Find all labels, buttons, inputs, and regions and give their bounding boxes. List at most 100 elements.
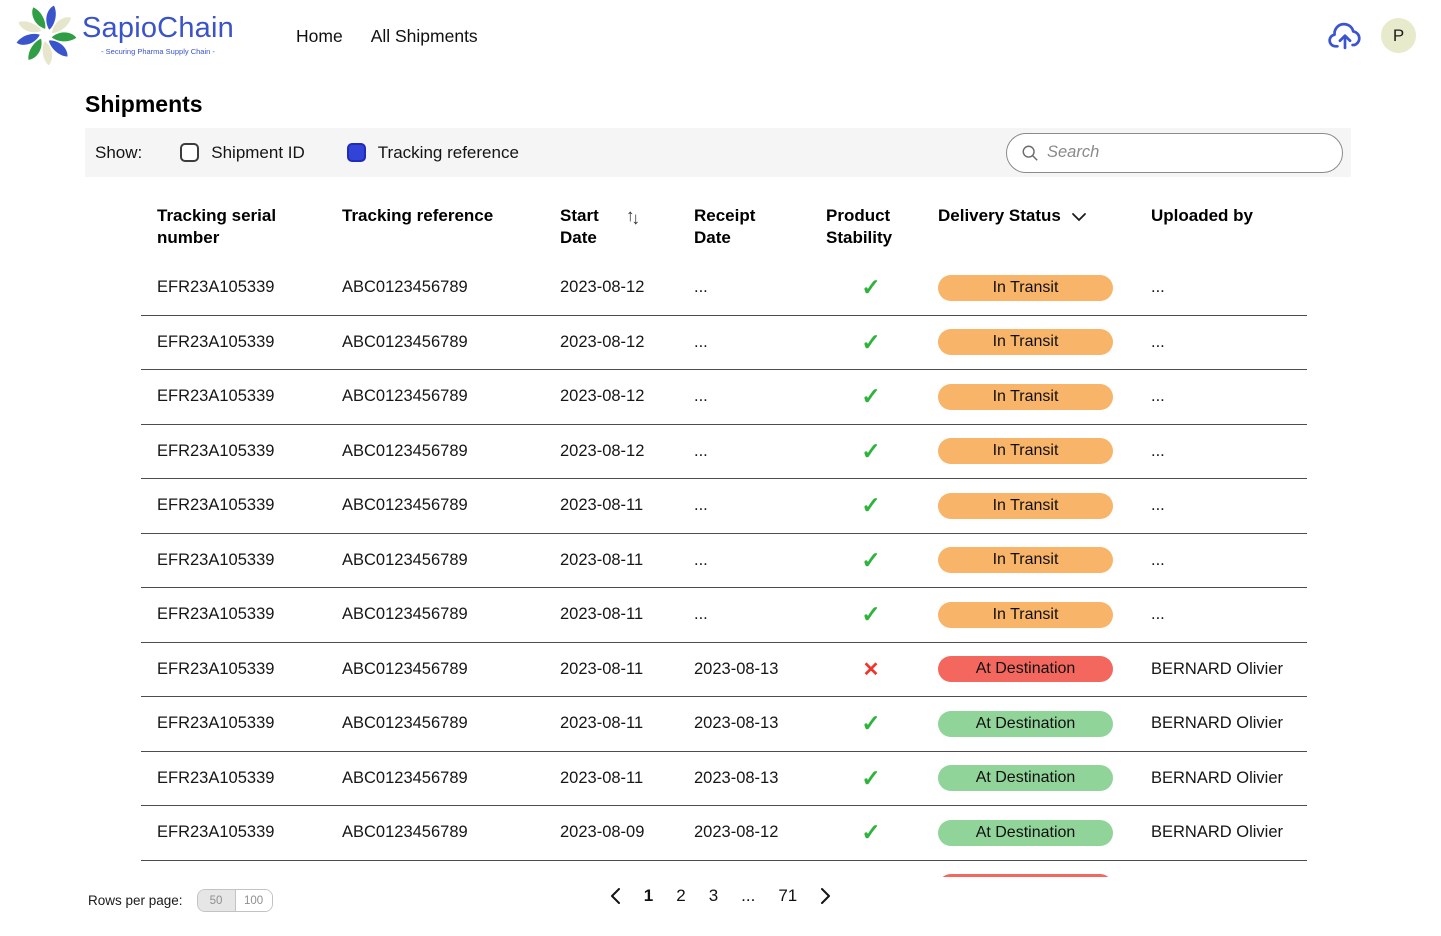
delivery-status-badge: In Transit: [938, 601, 1113, 628]
cell-uploaded-by: ...: [1151, 278, 1165, 297]
cell-tracking-serial-number: EFR23A105339: [157, 659, 275, 678]
search-input[interactable]: [1047, 143, 1328, 162]
cell-receipt-date: 2023-08-12: [694, 823, 779, 842]
rows-per-page: Rows per page: 50 100: [88, 889, 273, 912]
cell-tracking-reference: ABC0123456789: [342, 496, 468, 515]
rows-per-page-label: Rows per page:: [88, 893, 183, 908]
cell-receipt-date: ...: [694, 332, 708, 351]
rows-per-page-option-100[interactable]: 100: [234, 890, 272, 911]
table-row[interactable]: EFR23A105339 ABC0123456789 2023-08-12 ..…: [141, 370, 1307, 425]
page-number-3[interactable]: 3: [708, 886, 719, 905]
page-title: Shipments: [85, 91, 203, 117]
cell-uploaded-by: ...: [1151, 496, 1165, 515]
cell-tracking-reference: ABC0123456789: [342, 550, 468, 569]
table-footer: Rows per page: 50 100 1 2 3 ... 71: [0, 878, 1441, 936]
product-stability-icon: ✓: [861, 328, 881, 355]
page-ellipsis: ...: [741, 886, 756, 905]
page-number-71[interactable]: 71: [778, 886, 798, 905]
column-header-uploaded-by: Uploaded by: [1151, 206, 1254, 225]
cell-start-date: 2023-08-12: [560, 387, 645, 406]
column-header-delivery-status[interactable]: Delivery Status: [938, 205, 1151, 227]
tracking-reference-checkbox-box[interactable]: [346, 143, 366, 162]
cell-start-date: 2023-08-11: [560, 714, 644, 733]
delivery-status-badge: At Destination: [938, 819, 1113, 846]
cell-receipt-date: 2023-08-13: [694, 768, 779, 787]
table-row[interactable]: EFR23A105339 ABC0123456789 2023-08-11 20…: [141, 642, 1307, 698]
product-stability-icon: ✓: [861, 546, 881, 573]
table-row[interactable]: EFR23A105339 ABC0123456789 2023-08-12 ..…: [141, 315, 1307, 371]
product-stability-icon: ✓: [861, 383, 881, 410]
cell-uploaded-by: ...: [1151, 550, 1165, 569]
cell-tracking-serial-number: EFR23A105339: [157, 278, 275, 297]
page-number-2[interactable]: 2: [676, 886, 686, 905]
cell-receipt-date: ...: [694, 387, 708, 406]
nav-item-home[interactable]: Home: [296, 25, 343, 46]
product-stability-icon: ✓: [861, 274, 881, 301]
delivery-status-badge: In Transit: [938, 274, 1113, 301]
table-row[interactable]: EFR23A105339 ABC0123456789 2023-08-11 20…: [141, 751, 1307, 807]
cell-start-date: 2023-08-09: [560, 823, 645, 842]
table-row[interactable]: EFR23A105339 ABC0123456789 2023-08-11 ..…: [141, 533, 1307, 589]
search-box[interactable]: [1006, 132, 1343, 173]
checkbox-shipment-id[interactable]: Shipment ID: [180, 143, 305, 163]
sort-icon[interactable]: ↑↓: [626, 206, 640, 228]
cell-uploaded-by: BERNARD Olivier: [1151, 768, 1284, 787]
page-number-1[interactable]: 1: [643, 886, 654, 905]
cell-tracking-serial-number: EFR23A105339: [157, 387, 275, 406]
table-row[interactable]: EFR23A105339 ABC0123456789 2023-08-12 ..…: [141, 261, 1307, 316]
product-stability-icon: ✓: [861, 819, 881, 846]
table-row[interactable]: EFR23A105339 ABC0123456789 2023-08-09 20…: [141, 806, 1307, 861]
column-header-tracking-reference: Tracking reference: [342, 206, 494, 225]
tracking-reference-checkbox-label: Tracking reference: [377, 142, 519, 162]
delivery-status-badge: In Transit: [938, 329, 1113, 356]
cell-start-date: 2023-08-11: [560, 605, 644, 624]
cloud-upload-icon[interactable]: [1326, 17, 1364, 55]
cell-uploaded-by: BERNARD Olivier: [1151, 823, 1284, 842]
rows-per-page-option-50[interactable]: 50: [197, 890, 235, 911]
show-label: Show:: [95, 142, 143, 162]
avatar-initial: P: [1392, 25, 1405, 45]
chevron-down-icon[interactable]: [1071, 212, 1087, 222]
logo[interactable]: SapioChain - Securing Pharma Supply Chai…: [14, 3, 234, 67]
rows-per-page-segmented-control: 50 100: [196, 889, 273, 912]
cell-uploaded-by: ...: [1151, 387, 1165, 406]
cell-tracking-serial-number: EFR23A105339: [157, 332, 275, 351]
cell-tracking-serial-number: EFR23A105339: [157, 823, 275, 842]
delivery-status-badge: In Transit: [938, 492, 1113, 519]
main-nav: Home All Shipments: [296, 0, 478, 72]
sapiochain-pinwheel-icon: [16, 5, 77, 66]
table-row[interactable]: EFR23A105339 ABC0123456789 2023-08-12 ..…: [141, 424, 1307, 480]
cell-receipt-date: ...: [694, 278, 708, 297]
table-row[interactable]: EFR23A105339 ABC0123456789 2023-08-11 20…: [141, 697, 1307, 752]
shipment-id-checkbox-box[interactable]: [180, 143, 200, 162]
product-stability-icon: ✕: [862, 658, 880, 681]
cell-tracking-reference: ABC0123456789: [342, 823, 468, 842]
cell-tracking-serial-number: EFR23A105339: [157, 714, 275, 733]
cell-tracking-reference: ABC0123456789: [342, 387, 468, 406]
delivery-status-badge: At Destination: [938, 656, 1113, 683]
cell-receipt-date: ...: [694, 550, 708, 569]
table-row[interactable]: EFR23A105339 ABC0123456789 2023-08-09 20…: [141, 860, 1307, 878]
cell-start-date: 2023-08-12: [560, 332, 645, 351]
delivery-status-badge: At Destination: [938, 874, 1113, 878]
cell-tracking-serial-number: EFR23A105339: [157, 768, 275, 787]
cell-receipt-date: ...: [694, 605, 708, 624]
checkbox-tracking-reference[interactable]: Tracking reference: [346, 142, 519, 163]
cell-tracking-serial-number: EFR23A105339: [157, 550, 275, 569]
brand-name: SapioChain: [82, 12, 234, 44]
product-stability-icon: ✓: [861, 601, 881, 628]
cell-tracking-reference: ABC0123456789: [342, 605, 468, 624]
cell-uploaded-by: BERNARD Olivier: [1151, 714, 1284, 733]
nav-item-all-shipments[interactable]: All Shipments: [370, 25, 478, 46]
cell-tracking-reference: ABC0123456789: [342, 441, 468, 460]
next-page-icon[interactable]: [820, 887, 832, 905]
cell-tracking-reference: ABC0123456789: [342, 278, 468, 297]
product-stability-icon: ✓: [861, 437, 881, 464]
avatar[interactable]: P: [1381, 18, 1416, 53]
table-row[interactable]: EFR23A105339 ABC0123456789 2023-08-11 ..…: [141, 479, 1307, 534]
shipments-table: Tracking serial number Tracking referenc…: [141, 196, 1307, 878]
previous-page-icon[interactable]: [609, 887, 621, 905]
cell-uploaded-by: BERNARD Olivier: [1151, 659, 1284, 678]
table-row[interactable]: EFR23A105339 ABC0123456789 2023-08-11 ..…: [141, 588, 1307, 643]
cell-tracking-reference: ABC0123456789: [342, 332, 468, 351]
